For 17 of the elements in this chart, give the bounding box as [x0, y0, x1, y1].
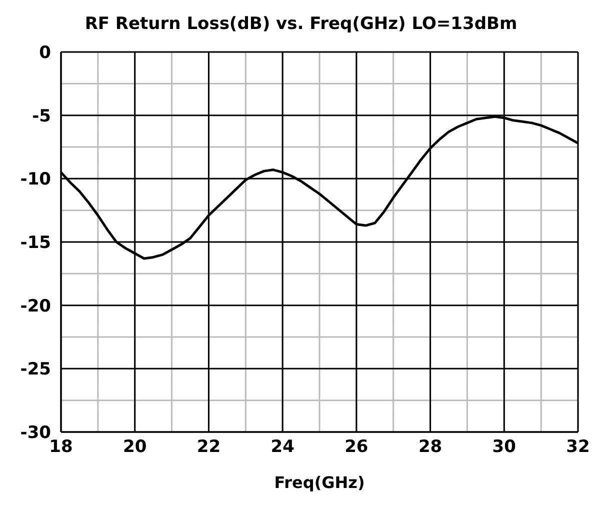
y-tick-label: -30	[20, 423, 52, 444]
x-tick-label: 22	[196, 437, 221, 458]
chart-title: RF Return Loss(dB) vs. Freq(GHz) LO=13dBm	[84, 13, 518, 36]
y-tick-label: -20	[20, 296, 52, 316]
x-tick-label: 30	[492, 437, 516, 458]
x-tick-label: 18	[49, 437, 73, 458]
x-tick-label: 26	[344, 437, 368, 458]
y-tick-label: -5	[32, 106, 51, 126]
y-tick-label: -15	[20, 233, 51, 254]
x-tick-label: 20	[123, 437, 147, 458]
x-tick-label: 24	[270, 437, 295, 458]
y-tick-label: -25	[20, 360, 51, 380]
x-tick-label: 28	[418, 437, 442, 458]
y-tick-label: -10	[20, 170, 52, 190]
x-axis-title: Freq(GHz)	[274, 473, 365, 492]
x-tick-label: 32	[566, 437, 590, 458]
y-tick-label: 0	[39, 43, 52, 64]
